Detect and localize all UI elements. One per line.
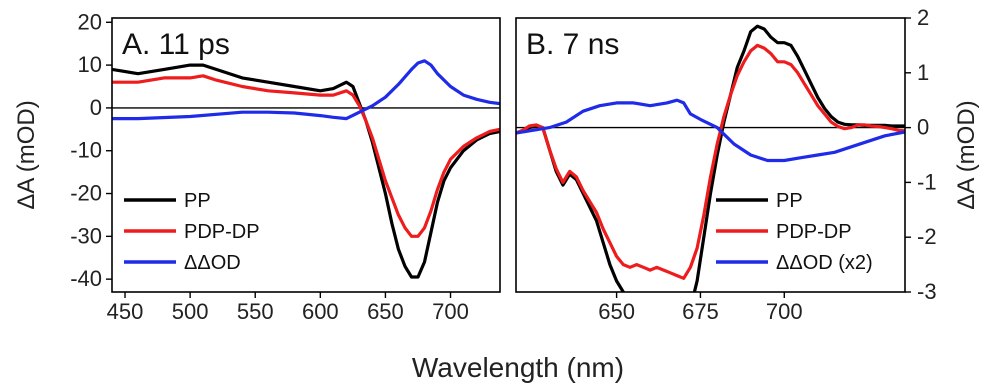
panel-a-x-tick-label: 600	[302, 299, 339, 324]
panel-a-y-tick-label: 20	[78, 9, 102, 34]
panel-a-title: A. 11 ps	[122, 28, 230, 61]
panel-b-legend-label: ΔΔOD (x2)	[776, 252, 873, 274]
panel-a-frame	[111, 17, 501, 293]
panel-b-title: B. 7 ns	[526, 28, 619, 61]
panel-b-y-tick-label: 0	[917, 115, 929, 140]
panel-a-legend-label: ΔΔOD	[184, 252, 241, 274]
panel-a-chart: 450 500 550 600 650 700 20 10 0 -10 -20 -30 -40 ΔA (m…	[13, 9, 501, 324]
panel-a-legend-label: PP	[184, 190, 211, 212]
panel-b-y-tick-label: -2	[917, 224, 937, 249]
panel-b-y-tick-label: 2	[917, 5, 929, 30]
panel-a-series-line-1	[112, 74, 500, 238]
panel-b-y-tick-label: -3	[917, 279, 937, 304]
panel-a-y-tick-label: -30	[70, 223, 102, 248]
panel-a-x-tick-label: 500	[172, 299, 209, 324]
panel-b-series-line-2	[516, 98, 905, 163]
panel-a-y-tick-label: -40	[70, 266, 102, 291]
panel-a-x-tick-label: 650	[367, 299, 404, 324]
panel-b-series-line-1	[516, 43, 905, 280]
panel-a-legend-label: PDP-DP	[184, 221, 260, 243]
panel-b-chart: 650 675 700 2 1 0 -1 -2 -3 ΔA (mOD) B. 7 ns PP PDP-D…	[515, 5, 980, 324]
panel-a-series-line-2	[112, 59, 500, 121]
panel-b-legend-label: PP	[776, 190, 803, 212]
panel-a-series-line-0	[112, 63, 500, 279]
panel-b-y-axis-title: ΔA (mOD)	[953, 100, 980, 209]
panel-b-x-tick-label: 675	[682, 299, 719, 324]
panel-a-y-axis-title: ΔA (mOD)	[13, 100, 40, 209]
panel-b-legend-label: PDP-DP	[776, 221, 852, 243]
panel-a-x-tick-label: 700	[432, 299, 469, 324]
panel-b-frame	[515, 17, 906, 293]
panel-a-y-tick-label: 10	[78, 52, 102, 77]
panel-b-y-tick-label: -1	[917, 169, 937, 194]
panel-a-y-tick-label: -20	[70, 181, 102, 206]
panel-b-x-tick-label: 650	[598, 299, 635, 324]
panel-a-y-tick-label: 0	[90, 95, 102, 120]
panel-a-x-tick-label: 550	[237, 299, 274, 324]
panel-b-x-tick-label: 700	[766, 299, 803, 324]
panel-b-y-tick-label: 1	[917, 60, 929, 85]
panel-a-x-tick-label: 450	[107, 299, 144, 324]
x-axis-title: Wavelength (nm)	[412, 352, 624, 383]
panel-a-y-tick-label: -10	[70, 138, 102, 163]
